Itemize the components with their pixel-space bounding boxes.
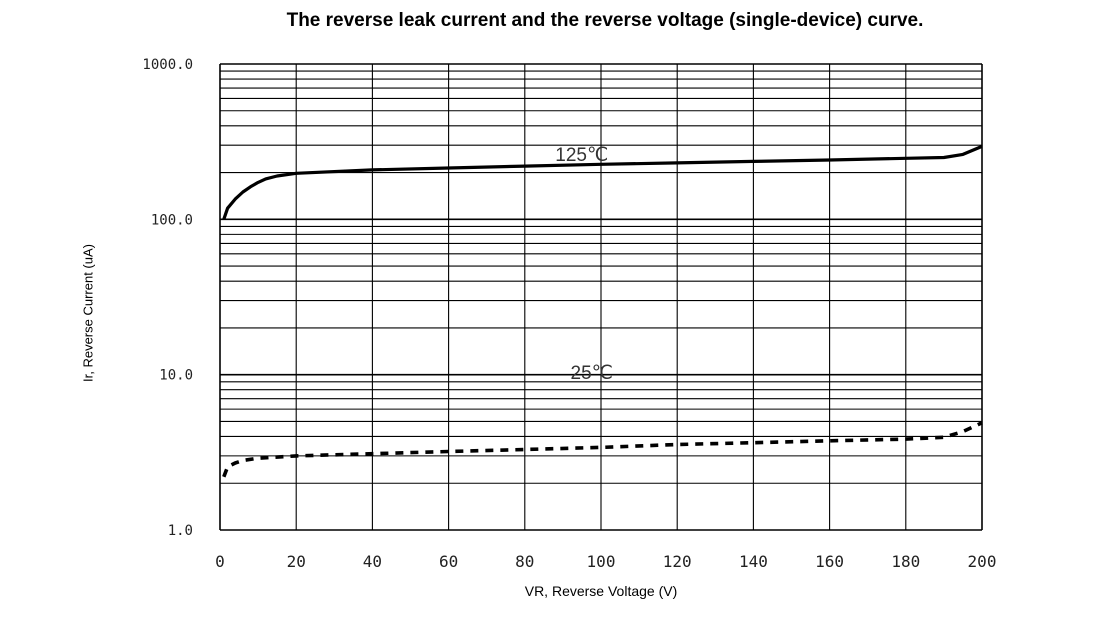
series-line-0 bbox=[222, 144, 983, 220]
x-tick-labels: 0 20 40 60 80 100 120 140 160 180 200 bbox=[215, 552, 996, 571]
x-tick-label: 80 bbox=[515, 552, 534, 571]
y-tick-labels: 1.0 10.0 100.0 1000.0 bbox=[142, 57, 193, 539]
series-label: 125℃ bbox=[555, 145, 608, 166]
series-label: 25℃ bbox=[571, 363, 613, 384]
x-tick-label: 40 bbox=[363, 552, 382, 571]
y-tick-label: 1.0 bbox=[168, 523, 193, 539]
x-tick-label: 60 bbox=[439, 552, 458, 571]
y-tick-label: 1000.0 bbox=[142, 57, 193, 73]
x-tick-label: 120 bbox=[663, 552, 692, 571]
x-tick-label: 200 bbox=[968, 552, 997, 571]
x-tick-label: 100 bbox=[587, 552, 616, 571]
grid bbox=[219, 63, 983, 531]
x-tick-label: 140 bbox=[739, 552, 768, 571]
x-tick-label: 160 bbox=[815, 552, 844, 571]
y-axis-label: Ir, Reverse Current (uA) bbox=[80, 244, 96, 382]
series-lines bbox=[222, 144, 983, 478]
x-tick-label: 180 bbox=[891, 552, 920, 571]
y-tick-label: 10.0 bbox=[159, 368, 193, 384]
chart-title: The reverse leak current and the reverse… bbox=[286, 10, 924, 31]
series-line-1 bbox=[222, 421, 983, 478]
x-tick-label: 0 bbox=[215, 552, 225, 571]
x-tick-label: 20 bbox=[287, 552, 306, 571]
series-labels: 125℃ 25℃ bbox=[555, 145, 613, 384]
x-axis-label: VR, Reverse Voltage (V) bbox=[524, 583, 678, 599]
y-tick-label: 100.0 bbox=[151, 212, 193, 228]
